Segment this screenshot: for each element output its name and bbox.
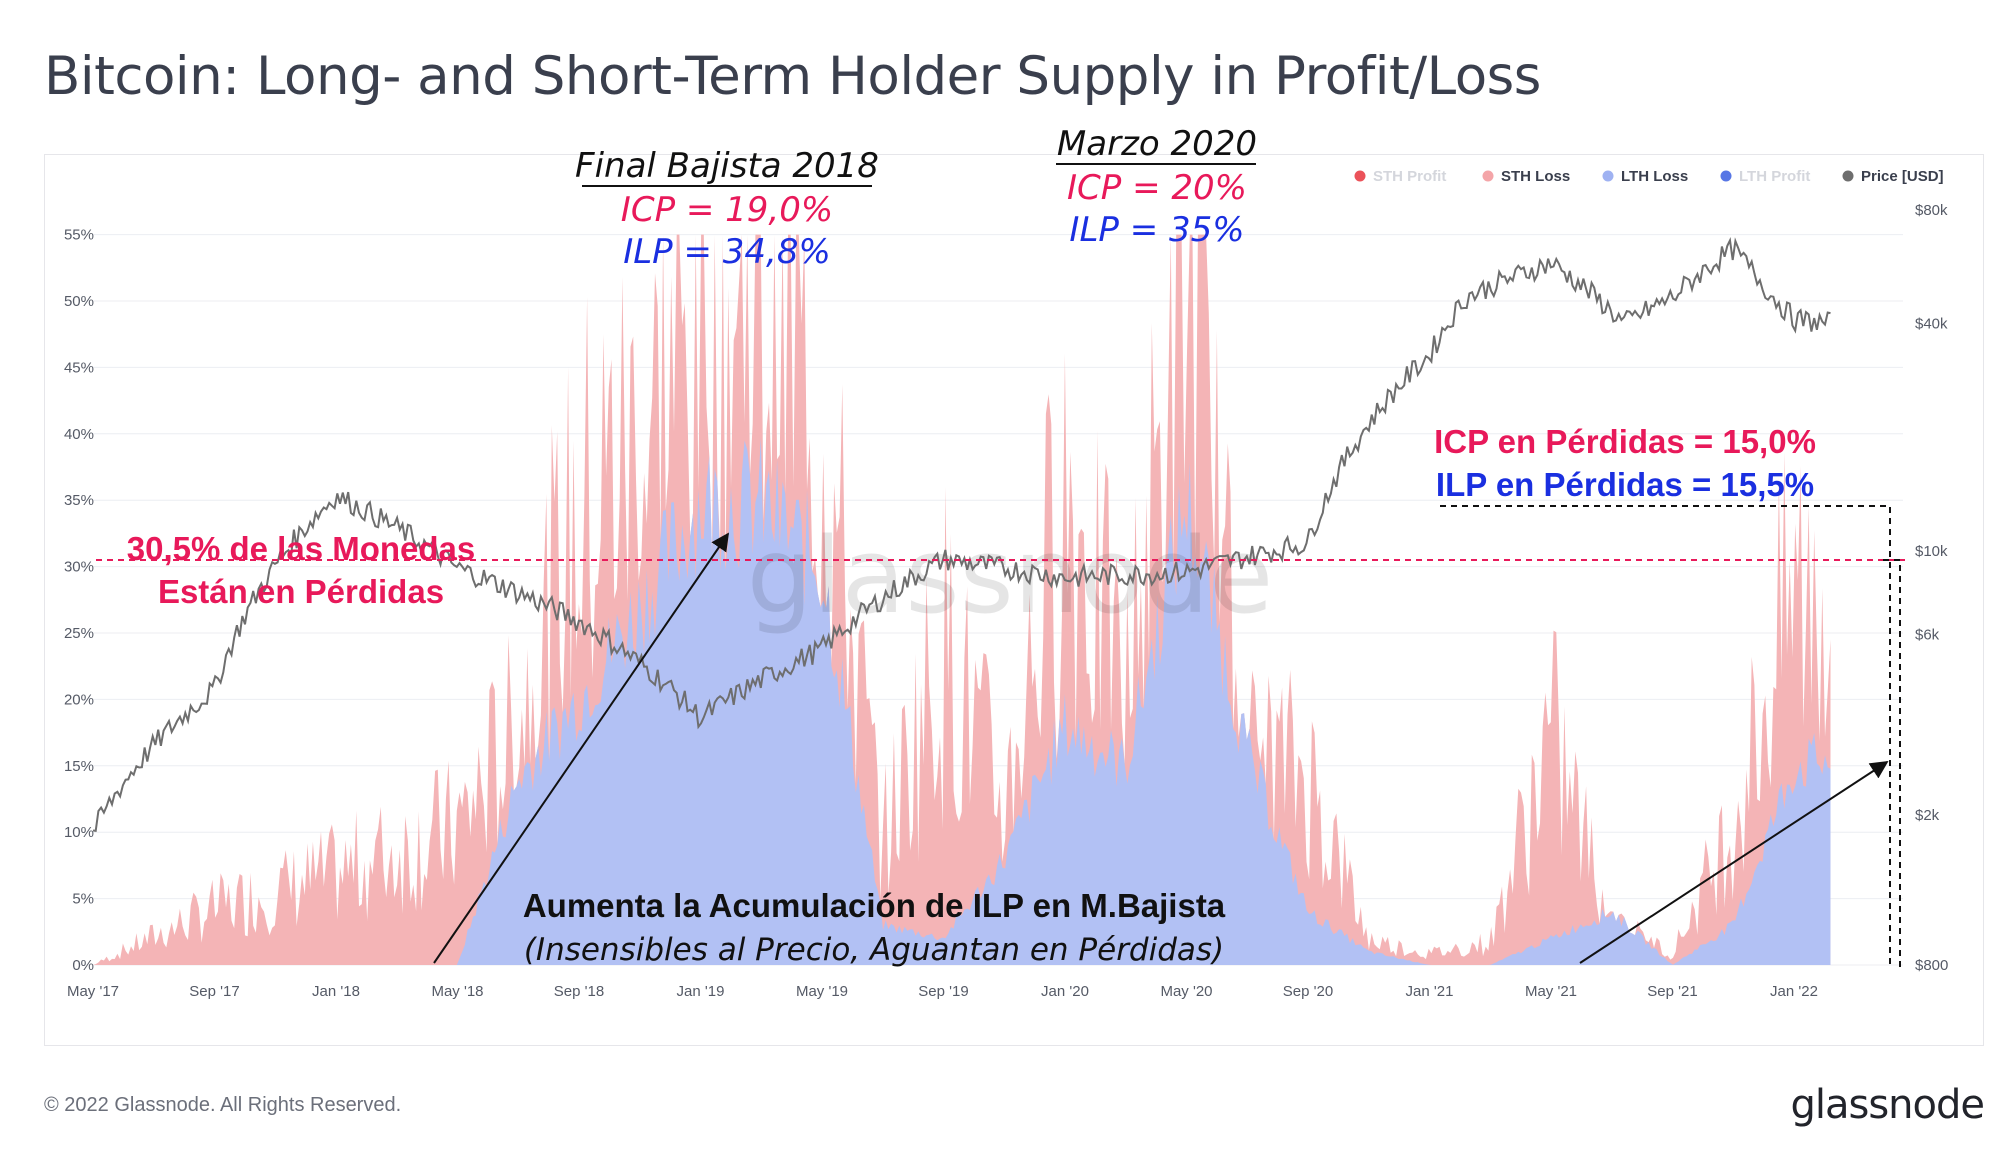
march2020-icp: ICP = 20% xyxy=(1067,168,1247,208)
legend-swatch xyxy=(1842,170,1854,182)
march2020-ilp: ILP = 35% xyxy=(1069,210,1244,250)
glassnode-logo: glassnode xyxy=(1790,1082,1985,1128)
bear2018-title: Final Bajista 2018 xyxy=(575,146,879,186)
x-tick-label: May '19 xyxy=(796,983,848,1000)
legend-item: LTH Loss xyxy=(1602,168,1688,185)
legend-item: Price [USD] xyxy=(1842,168,1944,185)
y-right-tick-label: $6k xyxy=(1915,627,1940,644)
y-axis-right: $800 $2k $6k $10k $40k $80k xyxy=(1915,202,1948,974)
copyright-footer: © 2022 Glassnode. All Rights Reserved. xyxy=(44,1094,402,1116)
lth-loss-area xyxy=(93,438,1831,965)
march2020-title: Marzo 2020 xyxy=(1057,124,1257,164)
x-axis: May '17 Sep '17 Jan '18 May '18 Sep '18 Jan '… xyxy=(67,983,1818,1000)
price-line xyxy=(93,237,1831,833)
legend-swatch xyxy=(1354,170,1366,182)
x-tick-label: Jan '22 xyxy=(1770,983,1818,1000)
y-left-tick-label: 15% xyxy=(64,758,94,775)
legend-item: LTH Profit xyxy=(1720,168,1810,185)
y-left-tick-label: 55% xyxy=(64,227,94,244)
current-bracket xyxy=(1440,505,1901,968)
threshold-label-2: Están en Pérdidas xyxy=(158,573,444,610)
current-ilp: ILP en Pérdidas = 15,5% xyxy=(1436,466,1814,503)
legend-label: LTH Profit xyxy=(1739,168,1810,185)
x-tick-label: Jan '20 xyxy=(1041,983,1089,1000)
x-tick-label: Sep '18 xyxy=(554,983,604,1000)
y-left-tick-label: 40% xyxy=(64,426,94,443)
y-left-tick-label: 35% xyxy=(64,492,94,509)
accumulation-label-2: (Insensibles al Precio, Aguantan en Pérd… xyxy=(524,932,1224,968)
y-axis-left: 0% 5% 10% 15% 20% 25% 30% 35% 40% 45% 50% 55% xyxy=(64,227,94,974)
y-right-tick-label: $2k xyxy=(1915,807,1940,824)
legend-swatch xyxy=(1720,170,1732,182)
x-tick-label: May '17 xyxy=(67,983,119,1000)
legend-label: LTH Loss xyxy=(1621,168,1688,185)
x-tick-label: May '20 xyxy=(1160,983,1212,1000)
x-tick-label: Jan '19 xyxy=(677,983,725,1000)
y-right-tick-label: $800 xyxy=(1915,957,1948,974)
x-tick-label: May '21 xyxy=(1525,983,1577,1000)
y-left-tick-label: 10% xyxy=(64,824,94,841)
bear2018-ilp: ILP = 34,8% xyxy=(623,232,831,272)
x-tick-label: May '18 xyxy=(431,983,483,1000)
legend-item: STH Loss xyxy=(1482,168,1570,185)
x-tick-label: Sep '20 xyxy=(1283,983,1333,1000)
legend-label: STH Profit xyxy=(1373,168,1446,185)
accumulation-arrow-2 xyxy=(1579,761,1889,964)
x-tick-label: Sep '17 xyxy=(189,983,239,1000)
accumulation-arrow-1 xyxy=(433,532,730,964)
x-tick-label: Jan '18 xyxy=(312,983,360,1000)
legend-label: Price [USD] xyxy=(1861,168,1944,185)
y-left-tick-label: 50% xyxy=(64,293,94,310)
legend-swatch xyxy=(1602,170,1614,182)
current-icp: ICP en Pérdidas = 15,0% xyxy=(1434,423,1816,460)
x-tick-label: Sep '21 xyxy=(1647,983,1697,1000)
chart-frame xyxy=(44,154,1984,1046)
y-left-tick-label: 5% xyxy=(72,891,94,908)
legend-label: STH Loss xyxy=(1501,168,1570,185)
threshold-label-1: 30,5% de las Monedas xyxy=(127,530,475,567)
y-left-tick-label: 0% xyxy=(72,957,94,974)
legend-swatch xyxy=(1482,170,1494,182)
chart-title: Bitcoin: Long- and Short-Term Holder Sup… xyxy=(44,46,1541,107)
x-tick-label: Jan '21 xyxy=(1406,983,1454,1000)
legend: STH Profit STH Loss LTH Loss LTH Profit Pric… xyxy=(1354,168,1944,185)
y-right-tick-label: $10k xyxy=(1915,543,1948,560)
bear2018-icp: ICP = 19,0% xyxy=(621,190,833,230)
accumulation-label-1: Aumenta la Acumulación de ILP en M.Bajis… xyxy=(523,887,1226,924)
y-left-tick-label: 45% xyxy=(64,359,94,376)
y-left-tick-label: 30% xyxy=(64,559,94,576)
x-tick-label: Sep '19 xyxy=(918,983,968,1000)
y-left-tick-label: 25% xyxy=(64,625,94,642)
y-right-tick-label: $80k xyxy=(1915,202,1948,219)
legend-item: STH Profit xyxy=(1354,168,1446,185)
y-left-tick-label: 20% xyxy=(64,691,94,708)
y-right-tick-label: $40k xyxy=(1915,316,1948,333)
